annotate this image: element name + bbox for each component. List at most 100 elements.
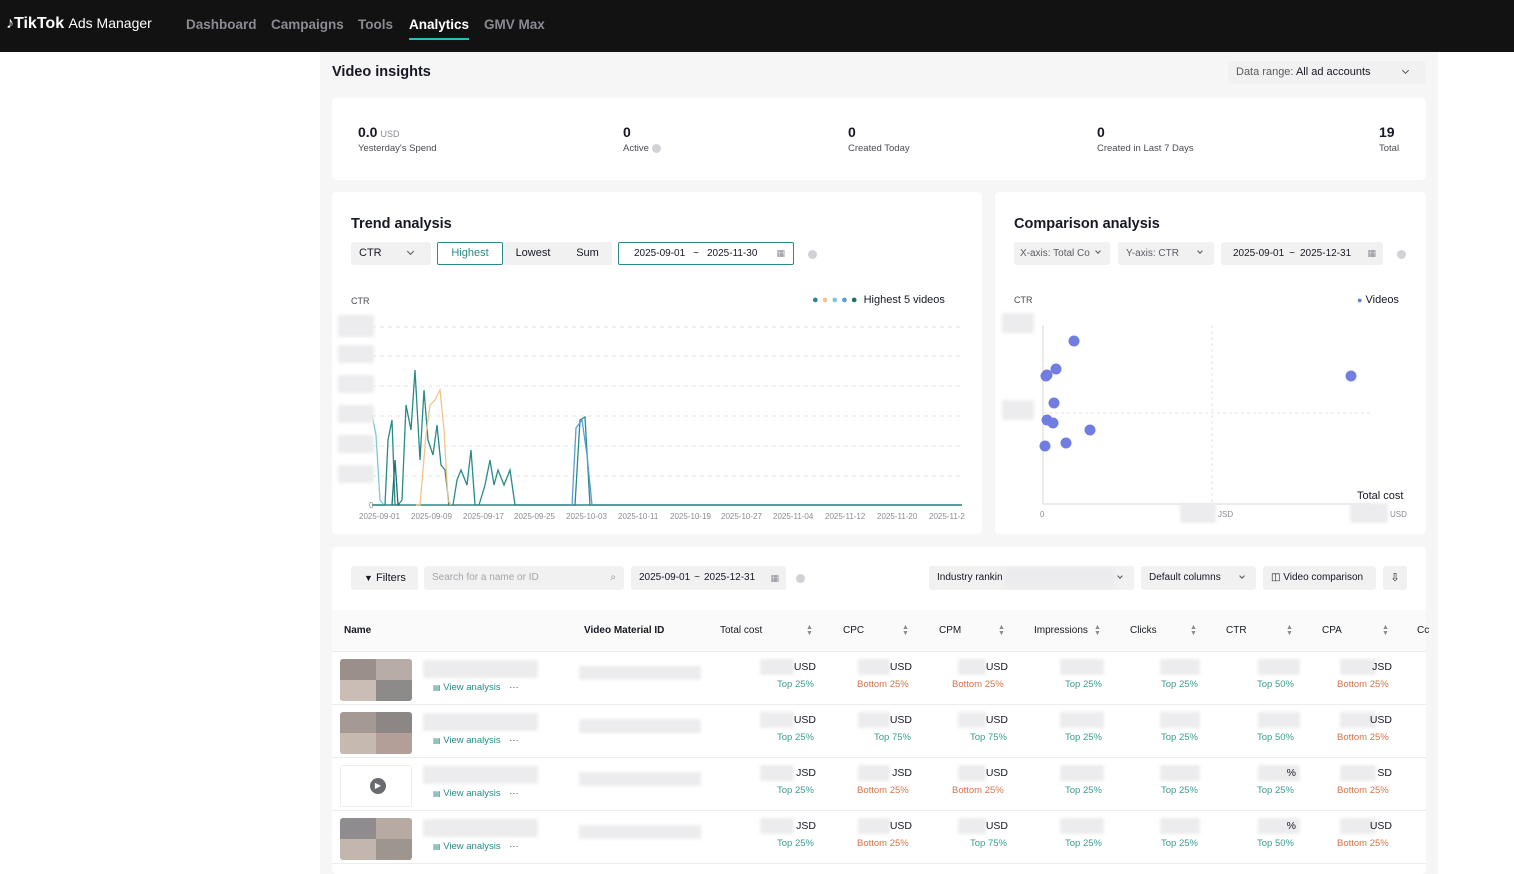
info-icon[interactable] [651,143,661,153]
default-columns-select[interactable]: Default columns [1141,566,1256,590]
tiktok-ads-logo[interactable]: ♪TikTok Ads Manager [6,15,152,33]
data-point[interactable] [1345,370,1357,382]
col-ctr[interactable]: CTR [1226,625,1247,636]
data-point[interactable] [1060,437,1072,449]
video-comparison-button[interactable]: ◫ Video comparison [1263,566,1376,590]
more-options-icon[interactable]: ··· [509,841,519,852]
sort-icon[interactable]: ▲ ▼ [1382,624,1389,637]
value-redacted [1340,712,1376,728]
x-tick: 2025-10-19 [670,512,711,521]
export-button[interactable]: ⇩ [1383,566,1407,590]
cpa-value: USD [1369,714,1392,726]
logo-subtext: Ads Manager [68,15,152,31]
col-video-material-id[interactable]: Video Material ID [584,625,665,636]
video-thumbnail[interactable] [340,659,412,701]
trend-metric-select[interactable]: CTR [351,242,431,265]
sort-icon[interactable]: ▲ ▼ [1094,624,1101,637]
data-point[interactable] [1040,370,1052,382]
col-cpa[interactable]: CPA [1322,625,1342,636]
material-id-redacted [579,772,701,786]
trend-date-range-picker[interactable]: 2025-09-01 ~2025-11-30 ▦ [618,242,794,265]
calendar-icon: ▦ [770,573,779,583]
value-redacted [1060,818,1104,834]
sort-icon[interactable]: ▲ ▼ [998,624,1005,637]
cpm-value: USD [985,767,1008,779]
nav-analytics[interactable]: Analytics [409,17,470,40]
more-options-icon[interactable]: ··· [509,735,519,746]
trend-metric-value: CTR [359,247,382,259]
mode-highest-button[interactable]: Highest [437,242,503,265]
chevron-down-icon [406,247,415,256]
comparison-date-range-picker[interactable]: 2025-09-01 ~2025-12-31 ▦ [1221,242,1383,265]
clicks-rank: Top 25% [1161,785,1198,796]
nav-gmv-max[interactable]: GMV Max [484,17,545,32]
view-analysis-link[interactable]: ▤ View analysis ··· [433,735,519,746]
cpc-value: USD [889,661,912,673]
series-line [571,418,593,506]
col-total-cost[interactable]: Total cost [720,625,763,636]
mode-lowest-button[interactable]: Lowest [503,242,563,265]
more-options-icon[interactable]: ··· [509,788,519,799]
data-point[interactable] [1050,363,1062,375]
comparison-scatter-chart [1039,325,1370,505]
sort-icon[interactable]: ▲ ▼ [1286,624,1293,637]
col-cpc[interactable]: CPC [843,625,865,636]
search-input[interactable]: Search for a name or ID ⌕ [424,566,624,590]
sort-icon[interactable]: ▲ ▼ [1190,624,1197,637]
value-redacted [958,818,986,834]
view-analysis-link[interactable]: ▤ View analysis ··· [433,788,519,799]
divider [332,863,1426,864]
col-cpm[interactable]: CPM [939,625,962,636]
data-point[interactable] [1084,424,1096,436]
more-options-icon[interactable]: ··· [509,682,519,693]
video-name-redacted [423,660,538,678]
view-analysis-link[interactable]: ▤ View analysis ··· [433,682,519,693]
nav-dashboard[interactable]: Dashboard [186,17,257,32]
trend-y-label: CTR [351,296,370,306]
col-name[interactable]: Name [344,625,372,636]
chevron-down-icon [1239,573,1245,579]
table-date-range-picker[interactable]: 2025-09-01 ~2025-12-31 ▦ [631,566,786,590]
data-point[interactable] [1039,440,1051,452]
data-point[interactable] [1048,397,1060,409]
value-redacted [1258,818,1300,834]
video-thumbnail[interactable] [340,818,412,860]
info-icon[interactable] [796,574,805,583]
calendar-icon: ▦ [776,248,785,258]
view-analysis-link[interactable]: ▤ View analysis ··· [433,841,519,852]
col-more[interactable]: Cc [1417,625,1430,636]
cpc-value: JSD [892,767,912,779]
value-redacted [1060,765,1104,781]
redacted-tick [1002,313,1034,333]
data-point[interactable] [1068,335,1080,347]
value-redacted [1060,712,1104,728]
sort-icon[interactable]: ▲ ▼ [806,624,813,637]
data-point[interactable] [1047,417,1059,429]
industry-ranking-select[interactable]: Industry rankin [929,566,1134,590]
col-impressions[interactable]: Impressions [1034,625,1088,636]
video-thumbnail[interactable] [340,712,412,754]
data-range-select[interactable]: Data range: All ad accounts [1228,61,1426,84]
compare-icon: ◫ [1271,572,1281,583]
info-icon[interactable] [1397,250,1406,259]
cpm-rank: Top 75% [970,732,1007,743]
x-axis-select[interactable]: X-axis: Total Co [1014,242,1110,265]
total-cost-rank: Top 25% [777,838,814,849]
redacted-tick [1002,400,1034,420]
video-thumbnail[interactable]: ▶ [340,765,412,807]
cpm-value: USD [985,714,1008,726]
sort-icon[interactable]: ▲ ▼ [902,624,909,637]
cpc-rank: Top 75% [874,732,911,743]
filters-button[interactable]: ▼ Filters [351,566,418,590]
nav-tools[interactable]: Tools [358,17,393,32]
nav-campaigns[interactable]: Campaigns [271,17,344,32]
cpa-rank: Bottom 25% [1337,732,1389,743]
info-icon[interactable] [808,250,817,259]
x-tick: 2025-09-09 [411,512,452,521]
mode-sum-button[interactable]: Sum [563,242,612,265]
redacted-tick [338,375,374,393]
y-axis-select[interactable]: Y-axis: CTR [1118,242,1214,265]
x-tick: 2025-09-25 [514,512,555,521]
x-tick: 2025-11-04 [773,512,814,521]
col-clicks[interactable]: Clicks [1130,625,1157,636]
